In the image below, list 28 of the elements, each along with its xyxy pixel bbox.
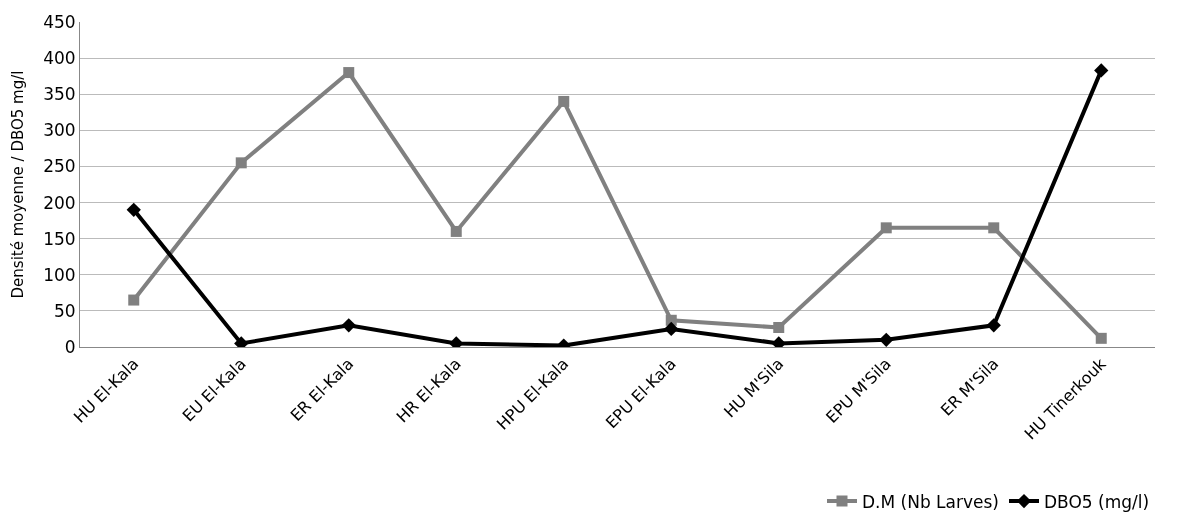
point bbox=[880, 222, 892, 234]
point bbox=[773, 322, 785, 333]
y-tick-label: 200 bbox=[43, 192, 76, 213]
point bbox=[341, 318, 356, 333]
point bbox=[1094, 63, 1109, 78]
y-tick-label: 150 bbox=[43, 228, 76, 249]
legend-label: DBO5 (mg/l) bbox=[1044, 491, 1150, 512]
point bbox=[986, 318, 1001, 333]
point bbox=[450, 225, 462, 237]
point bbox=[1095, 332, 1107, 344]
y-tick-label: 450 bbox=[43, 11, 76, 32]
point bbox=[988, 222, 1000, 234]
point bbox=[235, 157, 247, 169]
y-tick-label: 400 bbox=[43, 48, 76, 69]
y-tick-label: 300 bbox=[43, 120, 76, 141]
point bbox=[879, 332, 894, 347]
point bbox=[558, 95, 570, 107]
point bbox=[343, 67, 355, 79]
y-tick-label: 50 bbox=[53, 300, 76, 321]
y-tick-label: 250 bbox=[43, 156, 76, 177]
y-axis-title: Densité moyenne / DBO5 mg/l bbox=[9, 70, 28, 299]
point bbox=[126, 202, 141, 217]
legend-label: D.M (Nb Larves) bbox=[862, 491, 999, 512]
y-tick-label: 0 bbox=[64, 336, 76, 357]
point bbox=[664, 321, 679, 337]
y-tick-label: 100 bbox=[43, 264, 76, 285]
point bbox=[128, 294, 140, 306]
y-tick-label: 350 bbox=[43, 84, 76, 105]
